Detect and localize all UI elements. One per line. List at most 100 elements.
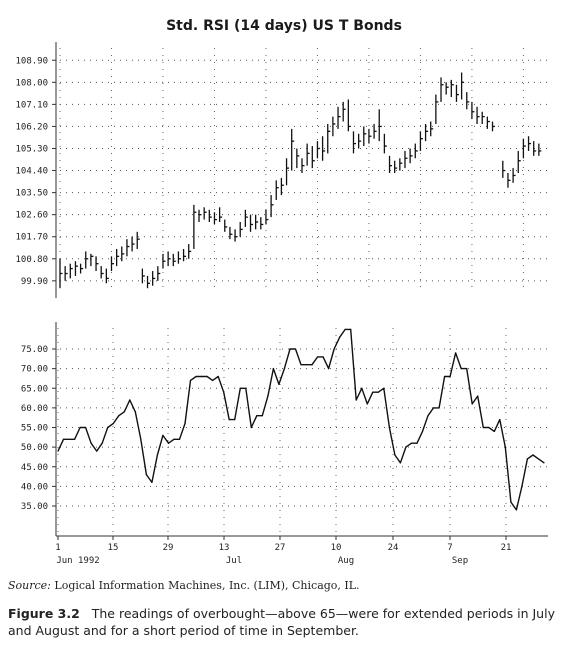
rsi-point — [460, 368, 462, 370]
rsi-point — [438, 407, 440, 409]
price-y-tick-label: 101.70 — [15, 233, 48, 243]
price-y-tick-label: 108.00 — [15, 78, 48, 88]
rsi-panel: 75.00 70.00 65.00 60.00 55.00 50.00 45.00 40.00… — [21, 322, 548, 566]
rsi-point — [156, 454, 159, 456]
rsi-point — [245, 387, 247, 389]
rsi-point — [372, 391, 374, 393]
rsi-point — [328, 368, 330, 370]
rsi-point — [394, 454, 396, 456]
rsi-series-line — [57, 328, 545, 511]
rsi-point — [361, 387, 363, 389]
chart-title: Std. RSI (14 days) US T Bonds — [166, 18, 402, 34]
rsi-point — [305, 364, 308, 366]
rsi-point — [333, 348, 335, 350]
rsi-point — [339, 336, 341, 338]
rsi-point — [278, 383, 280, 385]
rsi-point — [493, 430, 495, 433]
rsi-x-tick-label: 7 — [447, 543, 452, 553]
rsi-point — [184, 422, 186, 425]
figure-caption: Figure 3.2 The readings of overbought—ab… — [8, 605, 564, 639]
rsi-x-tick-label: 21 — [501, 543, 512, 553]
rsi-point — [526, 458, 529, 460]
rsi-point — [399, 462, 402, 464]
month-label: Jul — [226, 556, 242, 566]
rsi-point — [443, 375, 446, 378]
rsi-point — [537, 458, 540, 460]
rsi-point — [162, 434, 164, 436]
rsi-point — [350, 328, 352, 330]
rsi-point — [85, 426, 87, 429]
rsi-point — [73, 438, 76, 440]
source-label: Source: — [8, 579, 51, 592]
rsi-point — [410, 442, 413, 444]
rsi-point — [107, 426, 109, 429]
rsi-point — [62, 438, 65, 440]
rsi-point — [267, 395, 269, 397]
rsi-y-tick-label: 50.00 — [21, 443, 48, 453]
rsi-x-tick-label: 29 — [163, 543, 174, 553]
rsi-x-tick-label: 1 — [55, 543, 60, 553]
rsi-point — [515, 509, 517, 511]
rsi-point — [167, 442, 170, 444]
rsi-point — [300, 364, 302, 366]
price-y-tick-label: 107.10 — [15, 100, 48, 110]
rsi-y-tick-label: 65.00 — [21, 384, 48, 394]
rsi-point — [173, 438, 175, 440]
rsi-point — [499, 419, 501, 421]
month-label: Aug — [338, 556, 354, 566]
rsi-point — [510, 501, 512, 503]
rsi-x-tick-label: 10 — [331, 543, 342, 553]
rsi-point — [416, 442, 418, 444]
rsi-point — [234, 419, 236, 421]
rsi-point — [272, 368, 274, 370]
rsi-point — [145, 474, 147, 476]
price-y-tick-label: 106.20 — [15, 122, 48, 132]
chart-figure: Std. RSI (14 days) US T Bonds 108.90 108.… — [15, 18, 548, 566]
rsi-y-tick-label: 35.00 — [21, 502, 48, 512]
price-y-tick-label: 100.80 — [15, 255, 48, 265]
rsi-point — [68, 438, 70, 440]
rsi-point — [383, 387, 385, 389]
rsi-y-tick-label: 60.00 — [21, 404, 48, 414]
rsi-point — [294, 348, 297, 350]
rsi-point — [123, 411, 125, 413]
rsi-point — [118, 415, 120, 417]
rsi-point — [178, 438, 181, 440]
rsi-point — [212, 379, 214, 381]
rsi-y-tick-label: 55.00 — [21, 424, 48, 434]
rsi-point — [316, 356, 319, 358]
rsi-x-tick-label: 27 — [275, 543, 286, 553]
rsi-point — [79, 426, 81, 429]
rsi-point — [256, 415, 258, 417]
rsi-point — [140, 438, 142, 440]
rsi-point — [432, 407, 435, 409]
rsi-point — [504, 446, 506, 448]
rsi-point — [206, 375, 208, 378]
rsi-y-tick-label: 75.00 — [21, 345, 48, 355]
rsi-point — [427, 415, 429, 417]
rsi-point — [239, 387, 241, 389]
rsi-point — [90, 442, 92, 444]
figure-label: Figure 3.2 — [8, 606, 80, 621]
rsi-point — [482, 426, 484, 429]
rsi-point — [421, 430, 424, 433]
rsi-y-tick-label: 70.00 — [21, 365, 48, 375]
rsi-point — [377, 391, 379, 393]
rsi-point — [322, 356, 324, 358]
rsi-point — [388, 426, 390, 429]
rsi-x-tick-label: 15 — [108, 543, 119, 553]
rsi-point — [151, 481, 153, 484]
rsi-y-tick-label: 40.00 — [21, 482, 48, 492]
price-y-tick-label: 108.90 — [15, 56, 48, 66]
rsi-point — [366, 403, 368, 405]
price-y-tick-label: 103.50 — [15, 189, 48, 199]
rsi-x-tick-label: 24 — [388, 543, 399, 553]
rsi-point — [101, 442, 103, 444]
rsi-point — [532, 454, 534, 456]
rsi-point — [283, 368, 286, 370]
rsi-point — [96, 450, 98, 452]
caption-text: The readings of overbought—above 65—were… — [8, 606, 555, 638]
price-y-tick-label: 105.30 — [15, 144, 48, 154]
rsi-point — [250, 426, 252, 429]
rsi-point — [57, 450, 59, 452]
